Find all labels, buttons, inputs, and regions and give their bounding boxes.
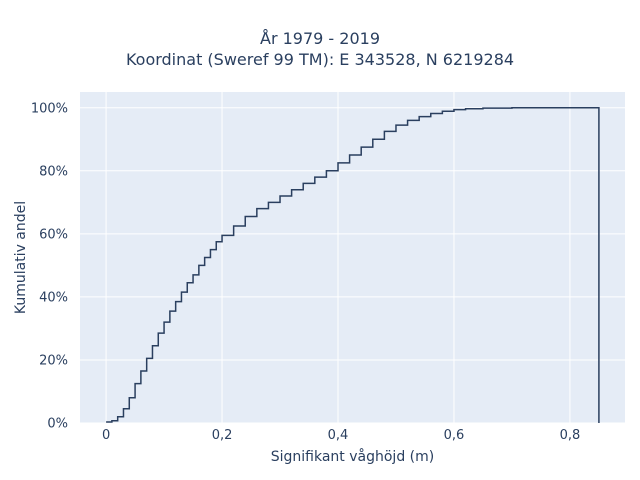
x-tick-label: 0,6 <box>444 428 465 443</box>
plot-background <box>80 92 625 423</box>
cdf-line <box>106 107 600 423</box>
chart-title-line1: År 1979 - 2019 <box>260 29 380 48</box>
y-tick-label: 20% <box>39 353 68 368</box>
grid-layer <box>80 92 625 424</box>
series-layer <box>106 107 600 423</box>
tick-layer: 0 0,2 0,4 0,6 0,8 0% 20% 40% 60% 80% 100% <box>31 101 580 443</box>
x-tick-label: 0,2 <box>212 428 233 443</box>
x-tick-label: 0,8 <box>560 428 581 443</box>
y-tick-label: 60% <box>39 227 68 242</box>
y-axis-title: Kumulativ andel <box>13 201 29 314</box>
y-tick-label: 80% <box>39 164 68 179</box>
y-tick-label: 0% <box>47 417 68 432</box>
x-tick-label: 0 <box>102 428 110 443</box>
y-tick-label: 40% <box>39 290 68 305</box>
x-axis-title: Signifikant våghöjd (m) <box>271 448 434 465</box>
y-tick-label: 100% <box>31 101 68 116</box>
x-tick-label: 0,4 <box>328 428 349 443</box>
chart-title-line2: Koordinat (Sweref 99 TM): E 343528, N 62… <box>125 50 515 69</box>
